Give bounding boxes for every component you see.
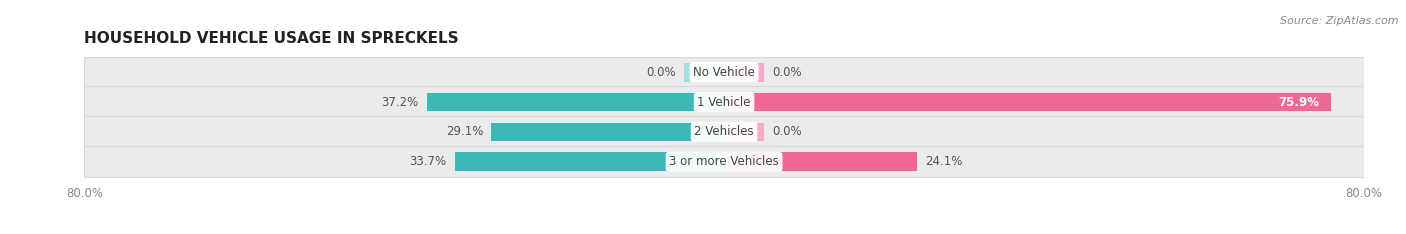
Text: 0.0%: 0.0% xyxy=(772,125,801,138)
Bar xyxy=(84,116,1364,148)
Text: No Vehicle: No Vehicle xyxy=(693,66,755,79)
Bar xyxy=(724,152,917,171)
Bar xyxy=(491,123,724,141)
Bar xyxy=(84,146,1364,177)
Bar xyxy=(724,123,763,141)
Text: 3 or more Vehicles: 3 or more Vehicles xyxy=(669,155,779,168)
Bar xyxy=(724,93,1331,111)
Bar xyxy=(84,86,1364,118)
Text: Source: ZipAtlas.com: Source: ZipAtlas.com xyxy=(1281,16,1399,26)
Bar xyxy=(724,63,763,82)
Text: 1 Vehicle: 1 Vehicle xyxy=(697,96,751,109)
Text: 75.9%: 75.9% xyxy=(1278,96,1319,109)
Bar xyxy=(84,57,1364,88)
Bar xyxy=(454,152,724,171)
Text: 37.2%: 37.2% xyxy=(381,96,419,109)
Text: 33.7%: 33.7% xyxy=(409,155,447,168)
Bar xyxy=(426,93,724,111)
Bar xyxy=(685,63,724,82)
Text: HOUSEHOLD VEHICLE USAGE IN SPRECKELS: HOUSEHOLD VEHICLE USAGE IN SPRECKELS xyxy=(84,31,458,46)
Text: 0.0%: 0.0% xyxy=(647,66,676,79)
Text: 29.1%: 29.1% xyxy=(446,125,484,138)
Text: 2 Vehicles: 2 Vehicles xyxy=(695,125,754,138)
Text: 24.1%: 24.1% xyxy=(925,155,962,168)
Text: 0.0%: 0.0% xyxy=(772,66,801,79)
